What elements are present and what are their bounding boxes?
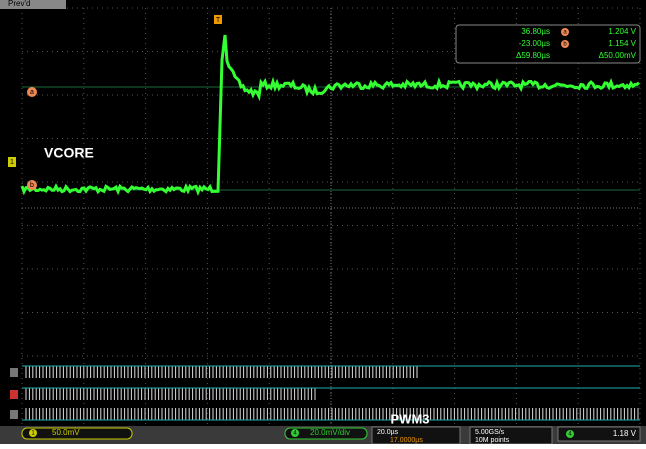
left-markers: a b 1 T: [8, 15, 222, 190]
digital-edges: [25, 388, 316, 400]
tab: [0, 0, 66, 9]
timebase: 20.0µs: [377, 429, 399, 436]
digital-edges: [25, 366, 418, 378]
marker-a-label: a: [30, 89, 34, 96]
marker-a: [27, 87, 37, 97]
readout-a-icon: [561, 28, 569, 36]
tab-label: Prev'd: [8, 0, 30, 8]
readout-frame: [455, 24, 641, 64]
marker-b: [27, 180, 37, 190]
vcore-label: VCORE: [44, 145, 94, 161]
lane-marker: [10, 390, 18, 399]
readout-v2: 1.154 V: [608, 39, 636, 48]
digital-lanes: [10, 365, 640, 421]
status-bar: 1 50.0mV 4 20.0mV/div 20.0µs 17.0000µs 5…: [0, 426, 646, 445]
lane-marker: [10, 368, 18, 377]
marker-b-label: b: [30, 182, 34, 189]
readout-b-icon: [561, 40, 569, 48]
readout-dt: Δ59.80µs: [516, 51, 550, 60]
digital-edges: [25, 408, 639, 420]
readout-dv: Δ50.00mV: [599, 51, 637, 60]
trigger-marker-label: T: [216, 17, 221, 24]
grid: [21, 7, 641, 425]
lane-marker: [10, 410, 18, 419]
ch1-box: [21, 427, 133, 440]
readout-box: 36.80µs -23.00µs Δ59.80µs a b 1.204 V 1.…: [455, 24, 641, 64]
rate: 5.00GS/s: [475, 429, 505, 436]
trig-level: 1.18 V: [613, 429, 637, 438]
readout-t1: 36.80µs: [521, 27, 550, 36]
ch4-icon: [291, 429, 299, 437]
points: 10M points: [475, 437, 510, 444]
ch4-scale: 20.0mV/div: [310, 428, 350, 437]
vcore-trace: [20, 34, 640, 197]
readout-a: a: [563, 30, 567, 36]
trig-ch: 4: [568, 432, 572, 438]
ch1-scale: 50.0mV: [52, 428, 80, 437]
readout-b: b: [563, 42, 567, 48]
ch4-box: [284, 427, 368, 440]
delay: 17.0000µs: [390, 437, 423, 444]
readout-t2: -23.00µs: [519, 39, 550, 48]
readout-v1: 1.204 V: [608, 27, 636, 36]
channel-marker-label: 1: [10, 159, 14, 166]
pwm3-label: PWM3: [391, 411, 430, 426]
trig-icon: [566, 430, 574, 438]
trigger-box: [557, 426, 641, 442]
trigger-marker: [214, 15, 222, 24]
ch4: 4: [293, 431, 297, 437]
ch1: 1: [31, 431, 35, 437]
ch1-icon: [29, 429, 37, 437]
channel-marker: [8, 157, 16, 167]
